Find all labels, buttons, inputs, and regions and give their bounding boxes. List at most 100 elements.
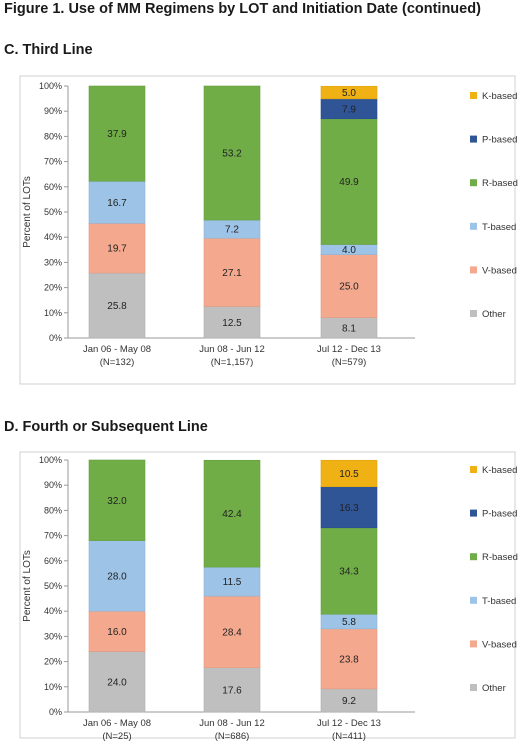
bar-segment-v-based (320, 254, 378, 318)
legend-swatch-p-based (470, 135, 477, 143)
data-label: 7.2 (225, 225, 239, 236)
y-tick-label: 0% (49, 707, 62, 717)
data-label: 27.1 (222, 268, 242, 279)
legend-swatch-v-based (470, 266, 477, 274)
x-tick-sublabel: (N=1,157) (211, 357, 254, 368)
x-tick-sublabel: (N=579) (332, 357, 367, 368)
x-tick-label: Jun 08 - Jun 12 (199, 718, 265, 729)
bar-segment-v-based (320, 628, 378, 690)
data-label: 10.5 (339, 469, 359, 480)
legend-entry: P-based (482, 509, 517, 520)
legend-swatch-r-based (470, 179, 477, 187)
legend-swatch-k-based (470, 466, 477, 473)
legend-swatch-k-based (470, 92, 477, 99)
legend-entry: V-based (482, 265, 517, 276)
bar-segment-r-based (88, 85, 146, 182)
legend-swatch-t-based (470, 596, 477, 604)
legend-entry: R-based (482, 552, 518, 563)
x-tick-sublabel: (N=686) (215, 731, 250, 742)
chart-panel-third-line: C. Third Line 0% 10% 20% 30% 40% 50% 60% 70% 80% 9… (4, 42, 518, 385)
legend-entry: R-based (482, 178, 518, 189)
y-tick-label: 90% (44, 480, 62, 490)
data-label: 12.5 (222, 318, 242, 329)
legend-swatch-r-based (470, 553, 477, 561)
x-tick-label: Jan 06 - May 08 (83, 718, 151, 729)
data-label: 5.0 (342, 88, 356, 99)
legend-swatch-v-based (470, 640, 477, 648)
legend-entry: V-based (482, 639, 517, 650)
y-tick-label: 100% (39, 81, 62, 91)
legend-entry: T-based (482, 222, 516, 233)
bar-segment-v-based (88, 610, 146, 652)
data-label: 42.4 (222, 509, 242, 520)
legend-swatch-t-based (470, 222, 477, 230)
data-label: 11.5 (223, 577, 242, 588)
bar-segment-r-based (320, 118, 378, 245)
y-tick-label: 10% (44, 682, 62, 692)
y-tick-label: 90% (44, 106, 62, 116)
bar-segment-k-based (320, 459, 378, 488)
data-label: 28.4 (222, 627, 242, 638)
y-tick-label: 100% (39, 455, 62, 465)
y-tick-label: 40% (44, 606, 62, 616)
data-label: 17.6 (222, 685, 242, 696)
legend-entry: T-based (482, 596, 516, 607)
bar-segment-k-based (320, 85, 378, 100)
bar-segment-r-based (88, 459, 146, 541)
bar-segment-other (203, 306, 261, 339)
data-label: 16.0 (107, 627, 127, 638)
data-label: 25.0 (339, 282, 359, 293)
data-label: 28.0 (107, 571, 127, 582)
bar-segment-t-based (88, 180, 146, 224)
bar-segment-r-based (203, 459, 261, 568)
legend-swatch-p-based (470, 509, 477, 517)
x-tick-sublabel: (N=132) (100, 357, 135, 368)
legend-entry: K-based (482, 91, 517, 102)
bar-segment-v-based (203, 237, 261, 307)
data-label: 34.3 (339, 567, 359, 578)
y-tick-label: 0% (49, 333, 62, 343)
y-tick-label: 80% (44, 505, 62, 515)
bar-segment-r-based (203, 85, 261, 221)
x-tick-sublabel: (N=25) (102, 731, 131, 742)
legend-swatch-other (470, 310, 477, 317)
legend-entry: Other (482, 683, 506, 694)
chart-panel-fourth-line: D. Fourth or Subsequent Line 0% 10% 20% 30% 4… (4, 419, 518, 742)
y-axis-label: Percent of LOTs (22, 550, 33, 622)
y-axis-label: Percent of LOTs (22, 176, 33, 248)
panel-title: C. Third Line (4, 42, 93, 58)
bar-segment-other (88, 651, 146, 713)
bar-segment-other (203, 667, 261, 713)
data-label: 25.8 (107, 301, 127, 312)
data-label: 53.2 (222, 149, 242, 160)
y-tick-label: 60% (44, 556, 62, 566)
data-label: 5.8 (342, 617, 356, 628)
y-tick-label: 60% (44, 182, 62, 192)
x-tick-label: Jan 06 - May 08 (83, 344, 151, 355)
data-label: 4.0 (342, 245, 356, 256)
data-label: 9.2 (342, 696, 356, 707)
figure-title: Figure 1. Use of MM Regimens by LOT and … (4, 1, 481, 17)
data-label: 19.7 (107, 244, 127, 255)
data-label: 37.9 (107, 129, 127, 140)
legend-entry: P-based (482, 135, 517, 146)
y-tick-label: 20% (44, 657, 62, 667)
data-label: 24.0 (107, 677, 127, 688)
data-label: 23.8 (339, 654, 359, 665)
data-label: 8.1 (342, 323, 356, 334)
x-tick-label: Jul 12 - Dec 13 (317, 344, 381, 355)
data-label: 16.7 (107, 198, 127, 209)
y-tick-label: 30% (44, 631, 62, 641)
y-tick-label: 70% (44, 157, 62, 167)
y-tick-label: 40% (44, 232, 62, 242)
panel-title: D. Fourth or Subsequent Line (4, 419, 208, 435)
bar-segment-v-based (203, 595, 261, 668)
legend-entry: K-based (482, 465, 517, 476)
y-tick-label: 30% (44, 257, 62, 267)
bar-segment-t-based (203, 566, 261, 597)
x-tick-label: Jul 12 - Dec 13 (317, 718, 381, 729)
legend-swatch-other (470, 684, 477, 691)
y-tick-label: 50% (44, 207, 62, 217)
data-label: 16.3 (339, 503, 359, 514)
